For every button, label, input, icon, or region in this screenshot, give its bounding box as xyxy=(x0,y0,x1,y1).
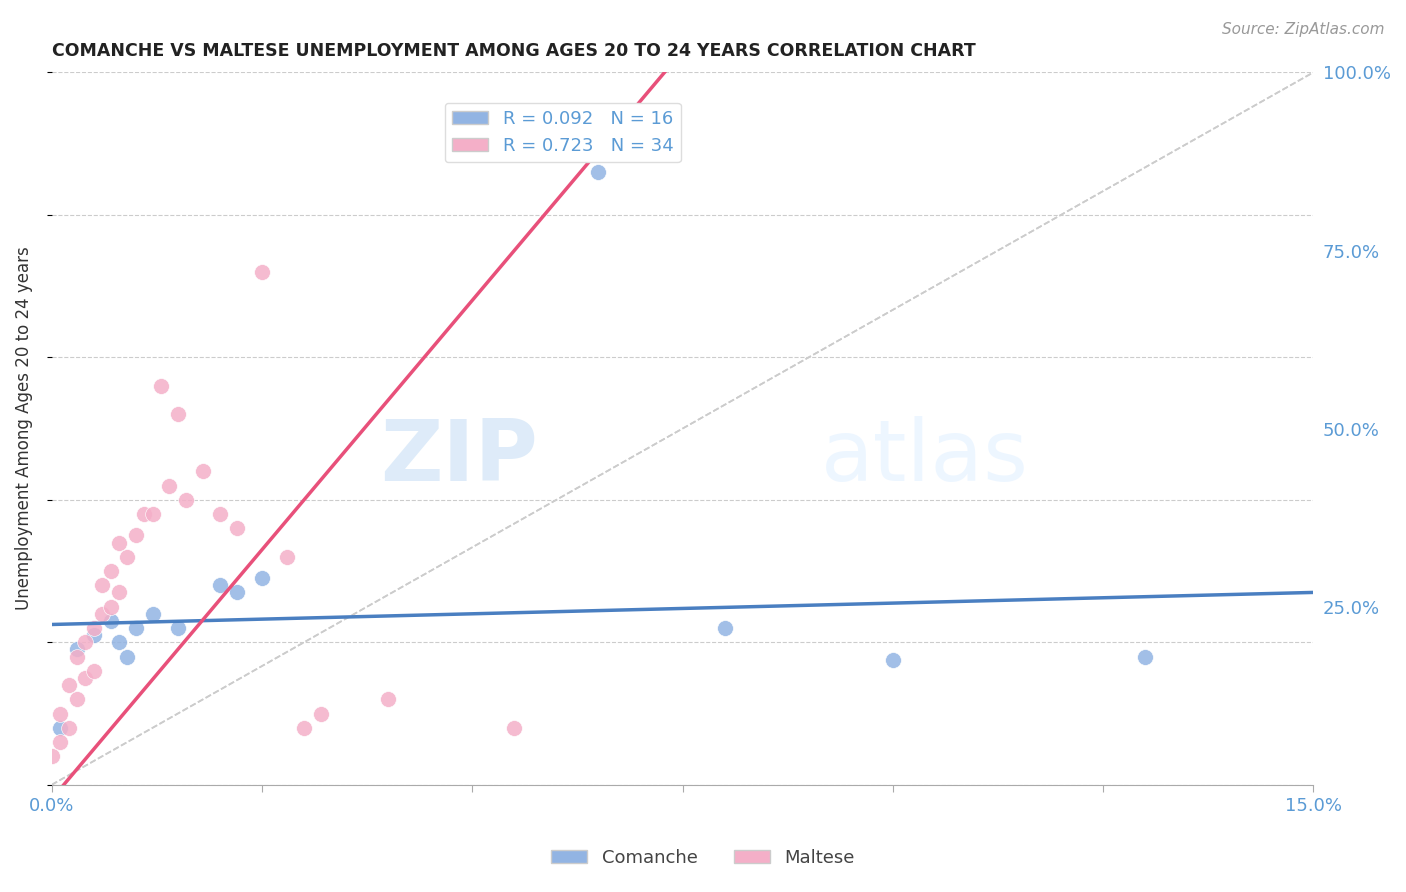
Text: Source: ZipAtlas.com: Source: ZipAtlas.com xyxy=(1222,22,1385,37)
Point xyxy=(117,649,139,664)
Point xyxy=(49,721,72,735)
Point xyxy=(167,408,190,422)
Point xyxy=(250,265,273,279)
Point xyxy=(83,664,105,678)
Text: ZIP: ZIP xyxy=(380,416,537,499)
Point xyxy=(276,549,298,564)
Text: atlas: atlas xyxy=(821,416,1029,499)
Point xyxy=(108,535,131,549)
Point xyxy=(176,492,198,507)
Point xyxy=(882,653,904,667)
Point xyxy=(208,507,231,521)
Point xyxy=(75,671,97,685)
Point xyxy=(91,607,114,621)
Point xyxy=(125,621,148,635)
Point xyxy=(292,721,315,735)
Point xyxy=(142,507,165,521)
Point xyxy=(58,678,80,692)
Point xyxy=(503,721,526,735)
Point xyxy=(250,571,273,585)
Y-axis label: Unemployment Among Ages 20 to 24 years: Unemployment Among Ages 20 to 24 years xyxy=(15,247,32,610)
Legend: Comanche, Maltese: Comanche, Maltese xyxy=(544,842,862,874)
Point xyxy=(41,749,63,764)
Point xyxy=(100,599,122,614)
Point xyxy=(100,614,122,628)
Point xyxy=(377,692,399,706)
Point xyxy=(1133,649,1156,664)
Point xyxy=(75,635,97,649)
Point xyxy=(167,621,190,635)
Point xyxy=(159,478,181,492)
Point xyxy=(49,735,72,749)
Point xyxy=(125,528,148,542)
Point xyxy=(134,507,156,521)
Point xyxy=(142,607,165,621)
Point xyxy=(91,578,114,592)
Point xyxy=(83,628,105,642)
Point xyxy=(108,585,131,599)
Point xyxy=(83,621,105,635)
Point xyxy=(225,521,247,535)
Point xyxy=(108,635,131,649)
Point xyxy=(150,379,173,393)
Point xyxy=(208,578,231,592)
Point xyxy=(191,464,214,478)
Point xyxy=(588,165,610,179)
Text: COMANCHE VS MALTESE UNEMPLOYMENT AMONG AGES 20 TO 24 YEARS CORRELATION CHART: COMANCHE VS MALTESE UNEMPLOYMENT AMONG A… xyxy=(52,42,976,60)
Point xyxy=(66,649,89,664)
Point xyxy=(49,706,72,721)
Point xyxy=(309,706,332,721)
Point xyxy=(66,642,89,657)
Legend: R = 0.092   N = 16, R = 0.723   N = 34: R = 0.092 N = 16, R = 0.723 N = 34 xyxy=(444,103,681,162)
Point xyxy=(713,621,735,635)
Point xyxy=(225,585,247,599)
Point xyxy=(58,721,80,735)
Point xyxy=(66,692,89,706)
Point xyxy=(100,564,122,578)
Point xyxy=(117,549,139,564)
